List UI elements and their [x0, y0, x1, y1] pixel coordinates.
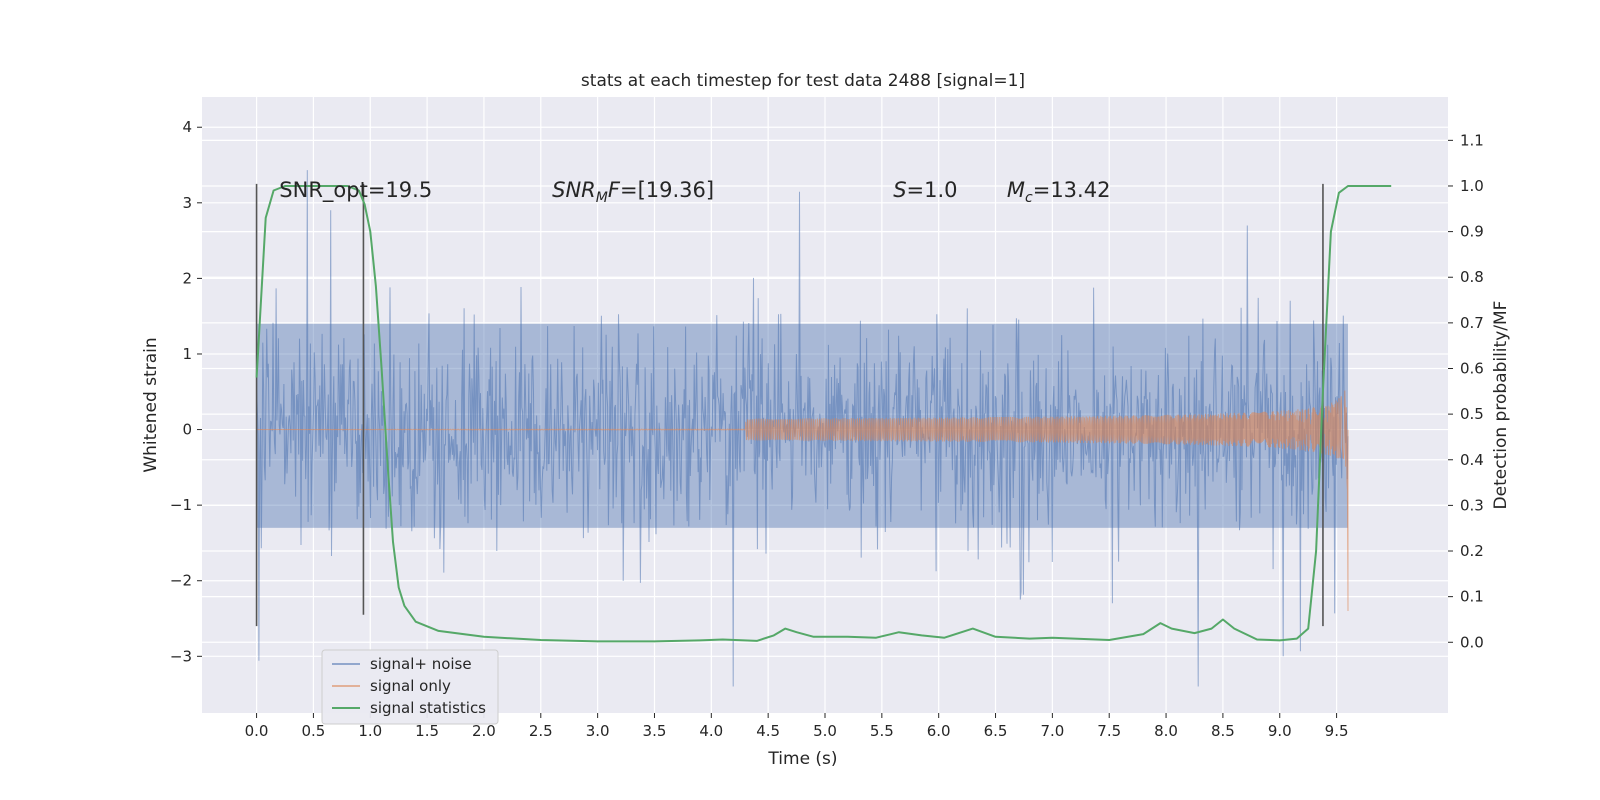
legend-label-stats: signal statistics	[370, 699, 486, 717]
x-tick-label-5: 2.5	[529, 722, 553, 740]
ticks-layer: 0.0 0.5 1.0 1.5 2.0 2.5 3.0 3.5 4.0 4.5 5.0 5.5 6.0 6…	[170, 118, 1484, 740]
legend-label-noise: signal+ noise	[370, 655, 472, 673]
y-tick-label-7: 4	[182, 118, 192, 136]
y-tick-label-1: −2	[170, 572, 192, 590]
annotation-3: Mc=13.42	[1007, 178, 1111, 206]
x-tick-label-17: 8.5	[1211, 722, 1235, 740]
y-tick-label-5: 2	[182, 269, 192, 287]
y-tick-label-4: 1	[182, 345, 192, 363]
chart-title: stats at each timestep for test data 248…	[581, 71, 1025, 91]
y-axis-label: Whitened strain	[141, 337, 161, 472]
x-tick-label-7: 3.5	[643, 722, 667, 740]
annotation-0: SNR_opt=19.5	[279, 178, 432, 203]
y-tick-label-6: 3	[182, 194, 192, 212]
series-signal-statistics	[255, 185, 1392, 643]
y2-tick-label-11: 1.1	[1460, 131, 1484, 149]
x-tick-label-8: 4.0	[699, 722, 723, 740]
legend: signal+ noise signal only signal statist…	[321, 649, 499, 725]
y2-tick-label-6: 0.6	[1460, 359, 1484, 377]
y2-tick-label-0: 0.0	[1460, 633, 1484, 651]
x-tick-label-16: 8.0	[1154, 722, 1178, 740]
signal-layer	[256, 390, 1349, 612]
x-tick-label-15: 7.5	[1097, 722, 1121, 740]
x-tick-label-10: 5.0	[813, 722, 837, 740]
y2-tick-label-10: 1.0	[1460, 177, 1484, 195]
x-tick-label-1: 0.5	[301, 722, 325, 740]
annotation-1: SNRMF=[19.36]	[552, 178, 714, 206]
y2-tick-label-3: 0.3	[1460, 496, 1484, 514]
y2-tick-label-1: 0.1	[1460, 588, 1484, 606]
y-tick-label-3: 0	[182, 421, 192, 439]
x-tick-label-0: 0.0	[245, 722, 269, 740]
series-signal-only	[256, 390, 1349, 612]
y-tick-label-2: −1	[170, 496, 192, 514]
annotation-layer: SNR_opt=19.5 SNRMF=[19.36] S=1.0 Mc=13.42	[279, 178, 1110, 206]
x-tick-label-19: 9.5	[1325, 722, 1349, 740]
x-tick-label-3: 1.5	[415, 722, 439, 740]
x-tick-label-12: 6.0	[927, 722, 951, 740]
x-tick-label-6: 3.0	[586, 722, 610, 740]
y2-tick-label-2: 0.2	[1460, 542, 1484, 560]
y2-tick-label-9: 0.9	[1460, 223, 1484, 241]
legend-label-signal: signal only	[370, 677, 451, 695]
x-tick-label-11: 5.5	[870, 722, 894, 740]
x-tick-label-18: 9.0	[1268, 722, 1292, 740]
y2-tick-label-7: 0.7	[1460, 314, 1484, 332]
legend-box	[321, 649, 499, 725]
x-tick-label-4: 2.0	[472, 722, 496, 740]
x-tick-label-14: 7.0	[1040, 722, 1064, 740]
y2-tick-label-4: 0.4	[1460, 451, 1484, 469]
y2-axis-label: Detection probability/MF	[1491, 301, 1511, 510]
annotation-2: S=1.0	[893, 178, 957, 202]
x-tick-label-13: 6.5	[984, 722, 1008, 740]
x-axis-label: Time (s)	[767, 749, 837, 769]
stats-layer	[255, 185, 1392, 643]
y2-tick-label-8: 0.8	[1460, 268, 1484, 286]
x-tick-label-2: 1.0	[358, 722, 382, 740]
y-tick-label-0: −3	[170, 647, 192, 665]
y2-tick-label-5: 0.5	[1460, 405, 1484, 423]
x-tick-label-9: 4.5	[756, 722, 780, 740]
